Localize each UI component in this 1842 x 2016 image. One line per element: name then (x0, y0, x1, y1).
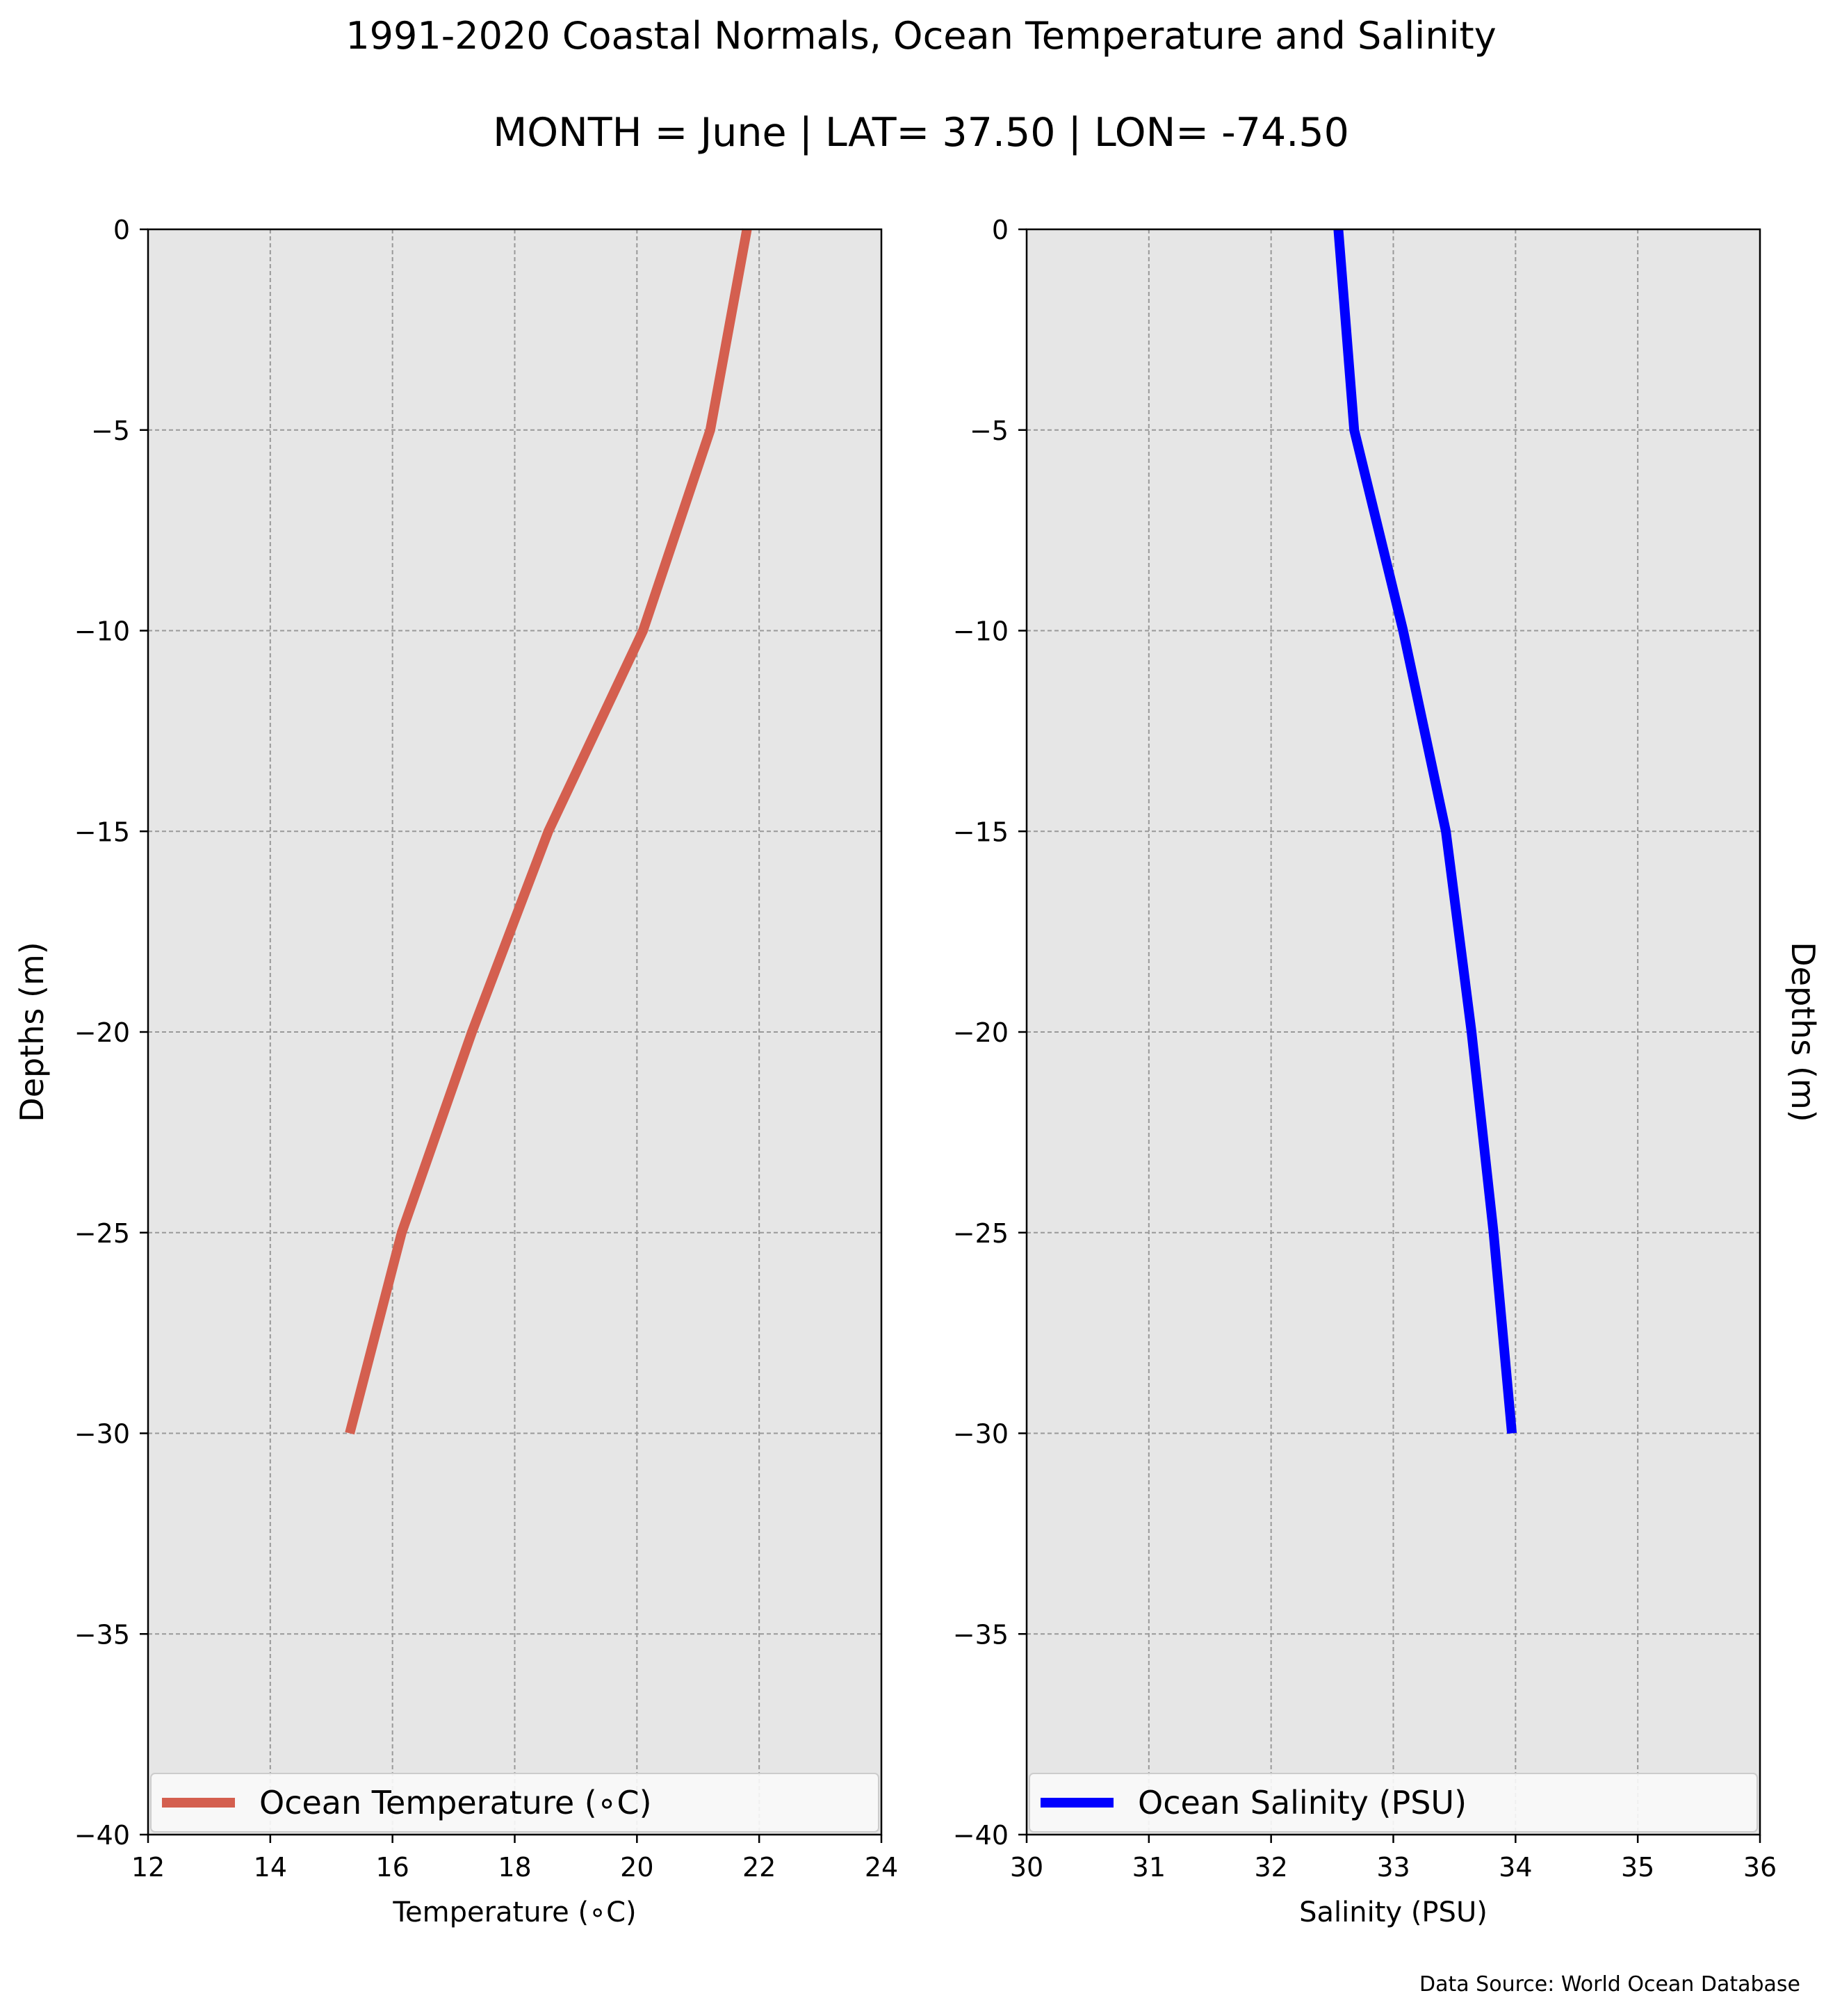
x-tick-label: 12 (131, 1852, 165, 1883)
x-tick-label: 31 (1132, 1852, 1166, 1883)
legend-label: Ocean Temperature (∘C) (259, 1784, 652, 1821)
salinity-chart: Ocean Salinity (PSU) 30 31 32 33 34 35 36 0 −5 −10… (953, 215, 1822, 1928)
y-axis-label: Depths (m) (1784, 942, 1822, 1122)
legend: Ocean Temperature (∘C) (150, 1773, 879, 1833)
legend-label: Ocean Salinity (PSU) (1138, 1784, 1467, 1821)
series-line (345, 228, 752, 1435)
x-tick-label: 34 (1499, 1852, 1532, 1883)
y-tick-label: −30 (953, 1419, 1009, 1450)
y-tick-label: −5 (91, 416, 130, 446)
x-tick-label: 35 (1621, 1852, 1654, 1883)
data-source-note: Data Source: World Ocean Database (1419, 1972, 1800, 1997)
x-tick-label: 18 (498, 1852, 531, 1883)
y-tick-label: −5 (970, 416, 1009, 446)
x-tick-label: 36 (1743, 1852, 1777, 1883)
figure-subtitle: MONTH = June | LAT= 37.50 | LON= -74.50 (493, 110, 1349, 156)
y-tick-label: −40 (74, 1820, 130, 1851)
y-tick-label: −30 (74, 1419, 130, 1450)
x-tick-label: 33 (1376, 1852, 1410, 1883)
y-tick-label: 0 (992, 215, 1009, 245)
y-tick-label: −40 (953, 1820, 1009, 1851)
y-tick-label: −20 (74, 1017, 130, 1048)
x-axis-label: Salinity (PSU) (1299, 1896, 1488, 1928)
x-tick-label: 14 (254, 1852, 287, 1883)
y-tick-label: −35 (953, 1619, 1009, 1650)
x-tick-label: 16 (375, 1852, 409, 1883)
x-tick-label: 30 (1010, 1852, 1043, 1883)
legend-box (150, 1773, 879, 1833)
x-tick-label: 22 (742, 1852, 776, 1883)
figure-title: 1991-2020 Coastal Normals, Ocean Tempera… (345, 14, 1496, 58)
x-tick-label: 24 (865, 1852, 898, 1883)
y-tick-label: −10 (74, 616, 130, 647)
series-line (1333, 229, 1517, 1434)
y-tick-label: −15 (74, 817, 130, 847)
y-tick-label: −15 (953, 817, 1009, 847)
legend: Ocean Salinity (PSU) (1029, 1773, 1758, 1833)
temperature-chart: Ocean Temperature (∘C) 12 14 16 18 20 22 24 0 −5 −… (13, 215, 898, 1928)
y-tick-label: −10 (953, 616, 1009, 647)
x-tick-label: 32 (1254, 1852, 1287, 1883)
y-tick-label: −25 (74, 1218, 130, 1249)
y-tick-label: 0 (113, 215, 130, 245)
y-tick-label: −35 (74, 1619, 130, 1650)
y-tick-label: −25 (953, 1218, 1009, 1249)
x-tick-label: 20 (620, 1852, 653, 1883)
x-axis-label: Temperature (∘C) (392, 1896, 636, 1928)
y-axis-label: Depths (m) (13, 942, 51, 1122)
y-tick-label: −20 (953, 1017, 1009, 1048)
legend-box (1029, 1773, 1758, 1833)
